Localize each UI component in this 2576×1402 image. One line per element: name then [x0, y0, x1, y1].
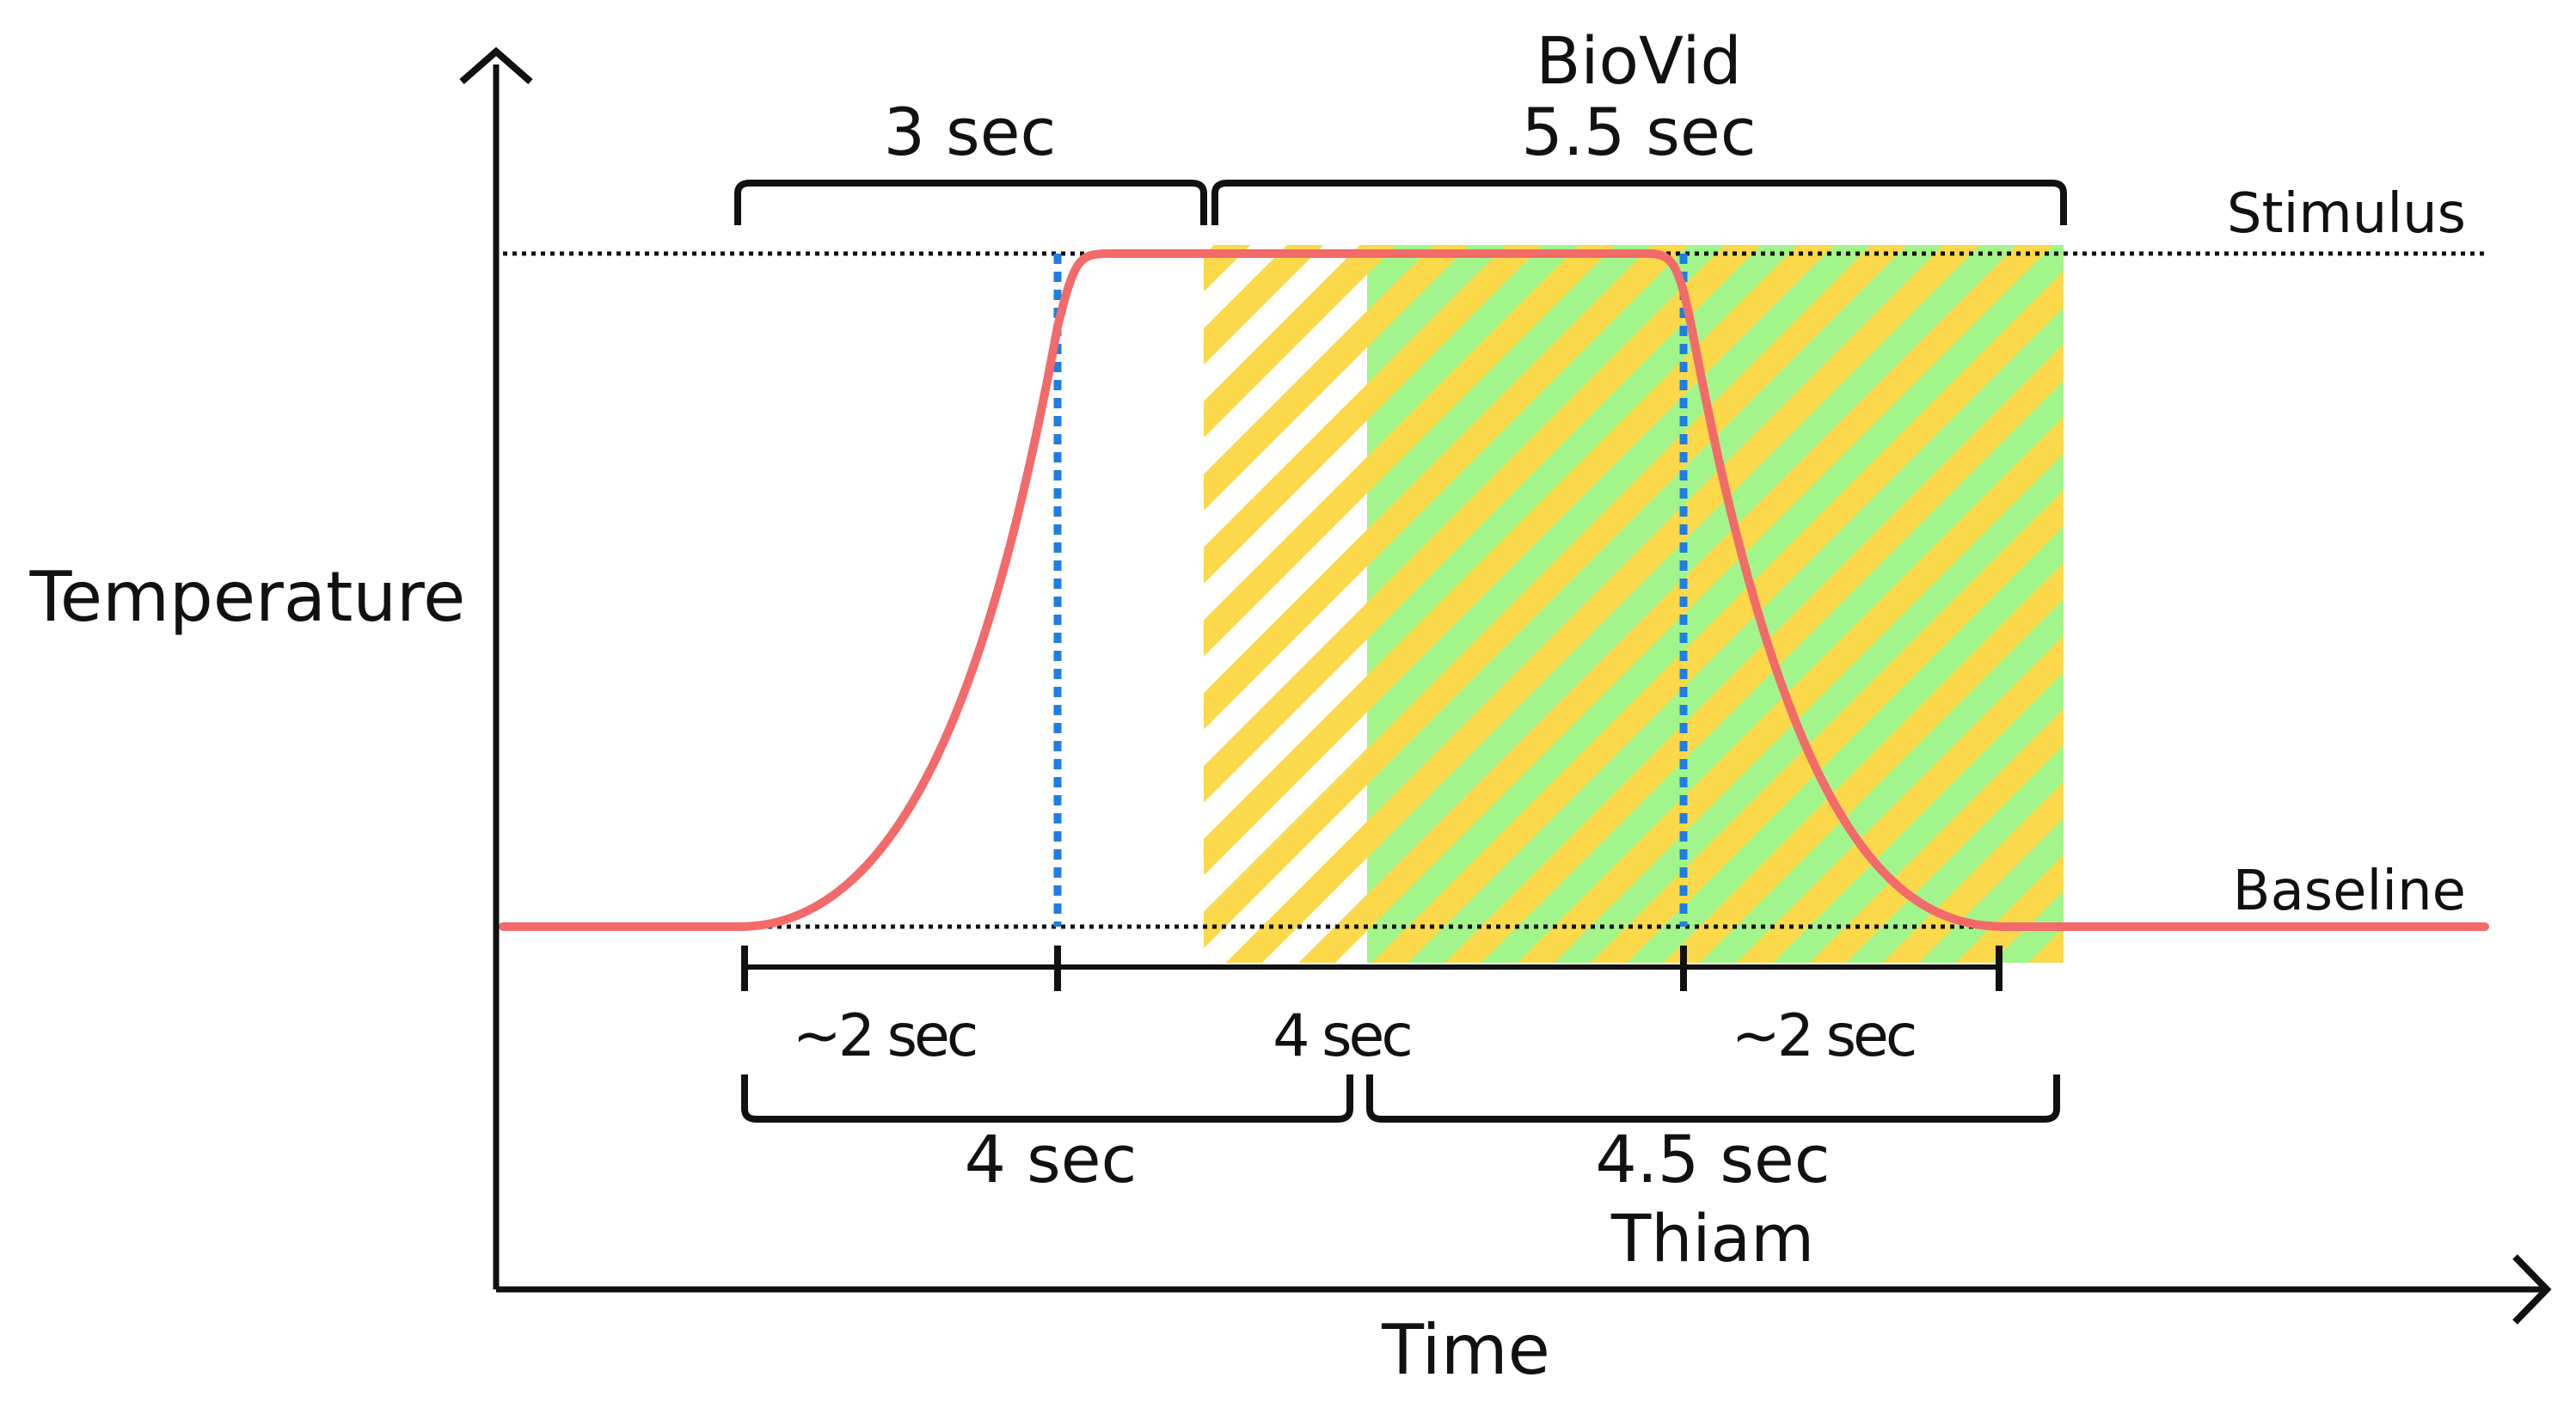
- y-axis-label: Temperature: [29, 557, 466, 637]
- thiam-duration: 4.5 sec: [1595, 1121, 1830, 1197]
- brace-4sec-label: 4 sec: [965, 1121, 1138, 1197]
- x-axis-arrowhead: [2512, 1254, 2552, 1325]
- thiam-title: Thiam: [1610, 1200, 1814, 1276]
- brace-4sec: [741, 1074, 1353, 1123]
- plateau-label: 4 sec: [1273, 1002, 1410, 1070]
- temperature-curve: [499, 249, 2489, 931]
- biovid-title: BioVid: [1536, 22, 1741, 99]
- biovid-duration: 5.5 sec: [1521, 94, 1756, 170]
- baseline-label: Baseline: [2233, 860, 2466, 923]
- brace-thiam: [1366, 1074, 2060, 1123]
- biovid-window-region: [1204, 245, 2064, 963]
- x-axis-label: Time: [1381, 1310, 1550, 1390]
- segment-timeline: [741, 946, 2003, 991]
- y-axis-arrowhead: [459, 46, 533, 85]
- axes: [459, 46, 2552, 1325]
- brace-3sec-label: 3 sec: [884, 94, 1057, 170]
- brace-3sec: [734, 180, 1207, 225]
- brace-biovid: [1211, 180, 2067, 225]
- ramp-up-label: ~2 sec: [793, 1002, 976, 1070]
- ramp-down-label: ~2 sec: [1732, 1002, 1915, 1070]
- stimulus-label: Stimulus: [2227, 182, 2466, 246]
